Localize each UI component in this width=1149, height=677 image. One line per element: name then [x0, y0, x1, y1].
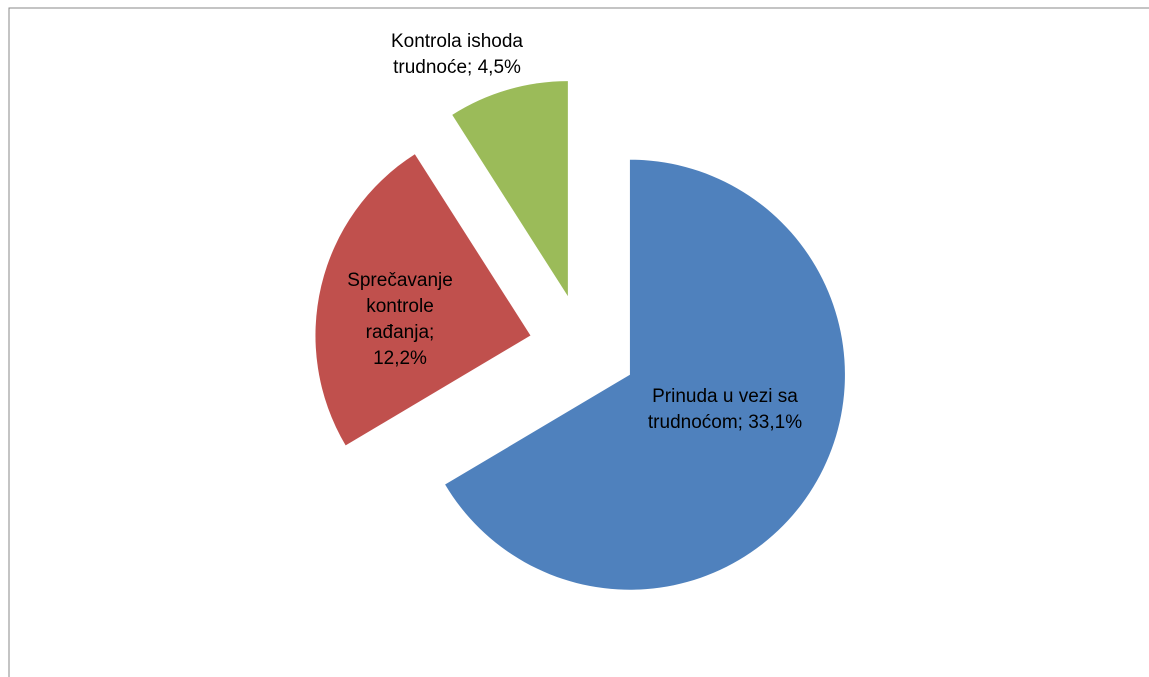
- data-label: Prinuda u vezi sa trudnoćom; 33,1%: [647, 386, 803, 433]
- pie-slice: [452, 81, 568, 297]
- pie-slice: [445, 159, 845, 590]
- frame: [8, 7, 1149, 677]
- pie-slice: [315, 154, 531, 446]
- data-label: Sprečavanje kontrole rađanja; 12,2%: [347, 270, 453, 369]
- data-label: Kontrola ishoda trudnoće; 4,5%: [390, 31, 524, 78]
